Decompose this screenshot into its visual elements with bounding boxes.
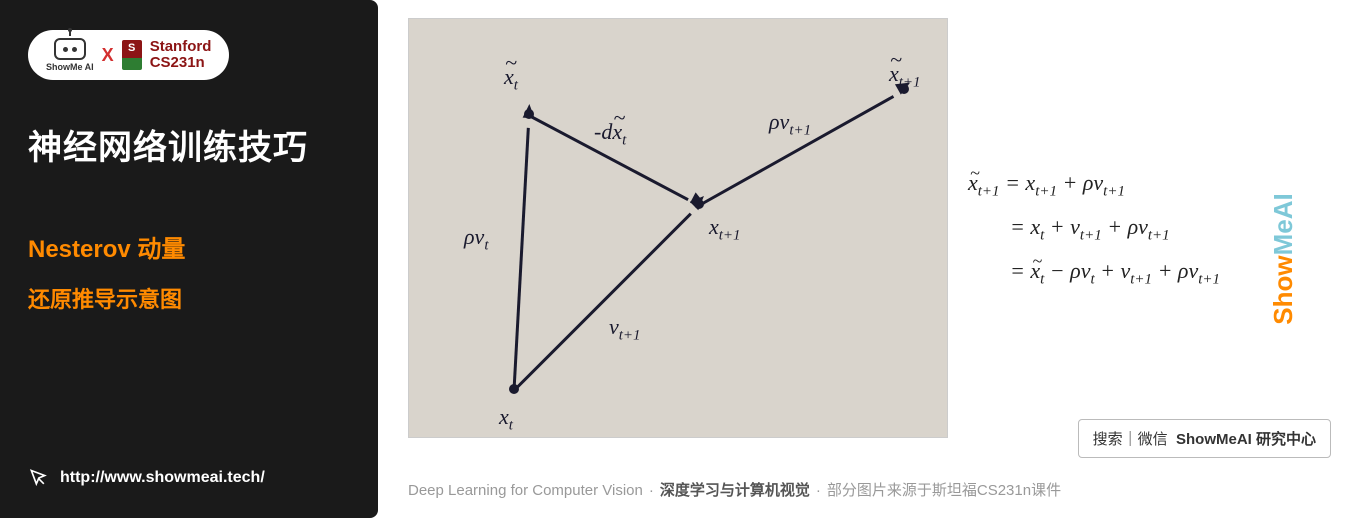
stanford-text: Stanford CS231n — [150, 39, 212, 72]
eq-line-1: xt+1 = xt+1 + ρvt+1 — [968, 162, 1220, 206]
watermark: ShowMeAI — [1268, 193, 1299, 324]
search-hint: 搜索｜微信 ShowMeAI 研究中心 — [1078, 419, 1331, 458]
slide-container: ShowMe AI X Stanford CS231n 神经网络训练技巧 Nes… — [0, 0, 1361, 518]
site-url: http://www.showmeai.tech/ — [60, 469, 265, 487]
eq-line-3: = xt − ρvt + vt+1 + ρvt+1 — [968, 250, 1220, 294]
main-content: ρvt-dx~tvt+1ρvt+1xtx~txt+1x~t+1 xt+1 = x… — [378, 0, 1361, 518]
cursor-icon — [28, 466, 48, 490]
nesterov-diagram: ρvt-dx~tvt+1ρvt+1xtx~txt+1x~t+1 — [408, 18, 948, 438]
site-link[interactable]: http://www.showmeai.tech/ — [28, 466, 265, 490]
subtitle-2: 还原推导示意图 — [28, 282, 350, 314]
showmeai-logo: ShowMe AI — [46, 38, 94, 72]
brand-text: ShowMe AI — [46, 62, 94, 72]
equations: xt+1 = xt+1 + ρvt+1 = xt + vt+1 + ρvt+1 … — [968, 162, 1220, 294]
badge-x: X — [102, 45, 114, 66]
page-title: 神经网络训练技巧 — [28, 120, 350, 169]
sidebar: ShowMe AI X Stanford CS231n 神经网络训练技巧 Nes… — [0, 0, 378, 518]
brand-badge: ShowMe AI X Stanford CS231n — [28, 30, 229, 80]
stanford-logo-icon — [122, 40, 142, 70]
subtitle-1: Nesterov 动量 — [28, 229, 350, 264]
eq-line-2: = xt + vt+1 + ρvt+1 — [968, 206, 1220, 250]
footer: Deep Learning for Computer Vision·深度学习与计… — [408, 479, 1331, 500]
